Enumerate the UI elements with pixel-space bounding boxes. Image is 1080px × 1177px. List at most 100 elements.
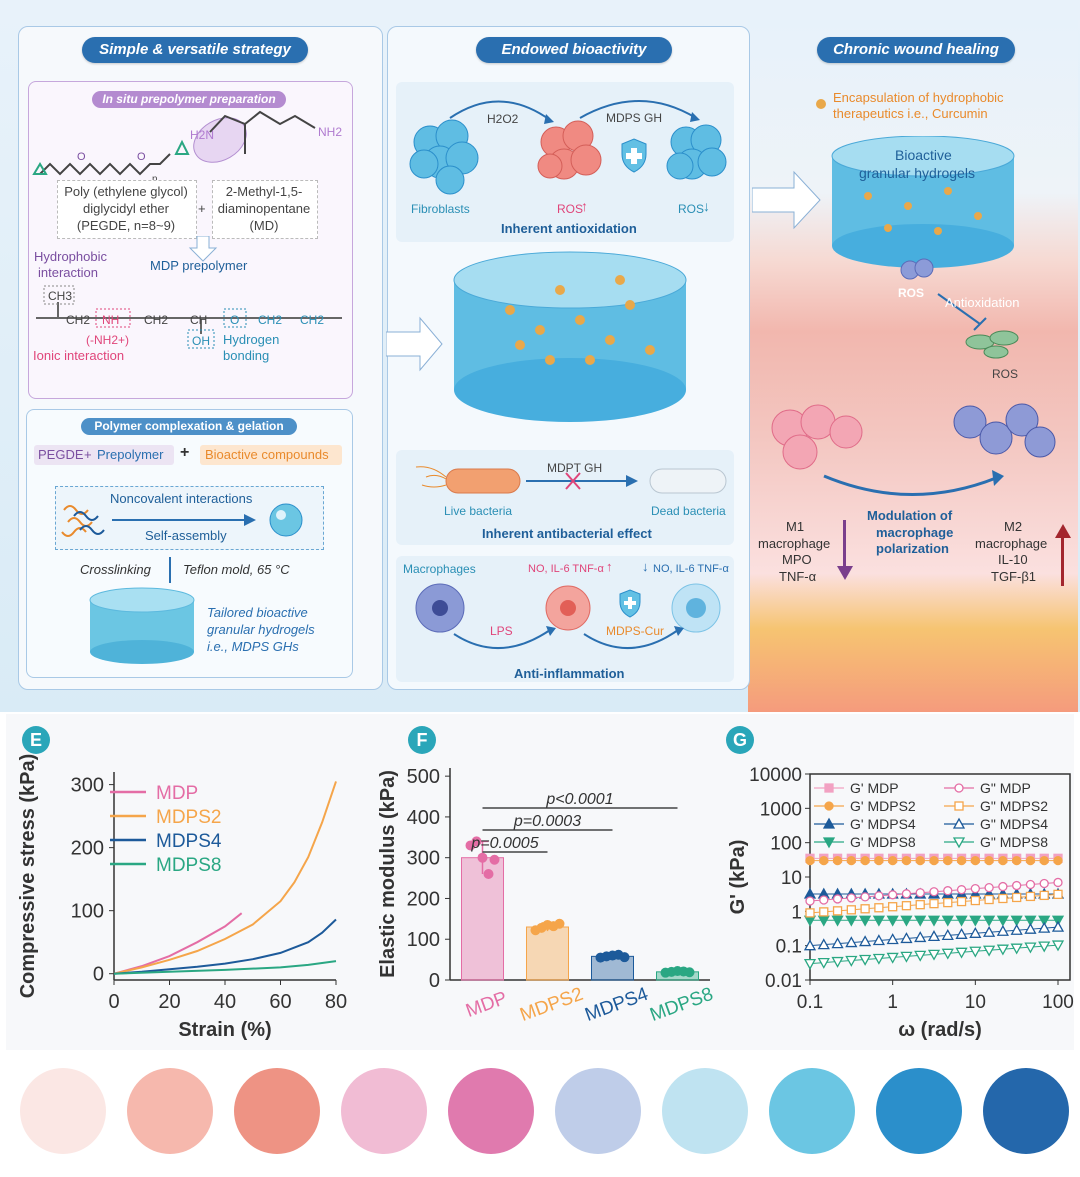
series-marker <box>819 855 829 866</box>
x-tick-label: 0.1 <box>797 992 823 1013</box>
polymer-chain: CH3 CH2 NH CH2 CH OH O CH2 CH2 (-NH2+) <box>36 285 342 349</box>
series-marker <box>874 891 884 901</box>
md-label-1: 2-Methyl-1,5- <box>225 184 303 199</box>
m1-label-3: MPO <box>782 552 812 567</box>
series-marker <box>996 915 1009 927</box>
series-marker <box>1053 889 1063 900</box>
series-marker <box>832 906 843 916</box>
y-tick-label: 100 <box>71 901 104 923</box>
pegde-prepolymer-chip <box>34 445 174 465</box>
series-marker <box>955 947 968 959</box>
nh-label: NH <box>102 313 119 327</box>
ch-label: CH <box>190 313 207 327</box>
series-marker <box>803 915 817 927</box>
y-tick-label: 0 <box>429 970 440 992</box>
y-tick-label: 0.1 <box>776 937 802 958</box>
crosslinking-label: Crosslinking <box>80 562 151 577</box>
series-marker <box>943 855 953 866</box>
oh-label: OH <box>192 334 210 348</box>
mdps-cur-label: MDPS-Cur <box>606 624 665 638</box>
series-marker <box>1025 879 1036 890</box>
series-marker <box>941 915 954 927</box>
pegde-structure: O O n H2N NH2 <box>32 110 342 185</box>
x-tick-label-mdp: MDP <box>463 988 510 1022</box>
x-axis-label: Strain (%) <box>178 1019 271 1041</box>
m2-up-arrowhead <box>1055 524 1071 538</box>
antiinflam-illustration <box>415 583 721 650</box>
legend-label: G" MDPS2 <box>980 798 1048 814</box>
ros-cells <box>900 258 1019 359</box>
series-marker <box>984 855 994 866</box>
no-up-label: NO, IL-6 TNF-α <box>528 563 604 575</box>
pegde-label-1: Poly (ethylene glycol) <box>64 184 188 199</box>
ch2-label-c: CH2 <box>258 313 282 327</box>
legend-label: G" MDP <box>980 780 1031 796</box>
series-marker <box>996 924 1009 936</box>
big-arrow-2-icon <box>752 170 821 230</box>
bar-mdp <box>461 857 504 981</box>
legend-label: G" MDPS4 <box>980 816 1048 832</box>
series-marker <box>845 955 858 967</box>
n-subscript: n <box>152 174 158 185</box>
y-tick-label: 300 <box>71 775 104 797</box>
series-marker <box>1010 943 1023 955</box>
series-marker <box>927 930 941 942</box>
plus-sign-2: + <box>180 444 190 461</box>
ros-up-label: ROS <box>557 202 584 216</box>
series-marker <box>805 896 815 906</box>
m2-label-2: macrophage <box>975 536 1048 551</box>
series-marker <box>929 898 939 909</box>
ros-label-right: ROS <box>898 286 925 300</box>
series-marker <box>914 915 927 927</box>
series-marker <box>998 855 1008 866</box>
series-marker <box>1039 855 1049 866</box>
x-tick-label: 80 <box>325 991 347 1013</box>
o-label: O <box>230 313 239 327</box>
series-marker <box>860 855 870 866</box>
series-marker <box>886 952 899 964</box>
tailored-label-1: Tailored bioactive <box>207 605 308 620</box>
bar-mdps2 <box>526 926 569 981</box>
x-tick-label: 40 <box>214 991 236 1013</box>
series-marker <box>941 948 954 960</box>
big-arrow-1-icon <box>386 316 443 372</box>
series-marker <box>1039 878 1049 889</box>
legend-marker <box>824 783 834 793</box>
pegde-label-3: (PEGDE, n=8~9) <box>76 218 176 233</box>
y-axis-label: Compressive stress (kPa) <box>17 754 39 999</box>
pegde-chip-label: PEGDE <box>38 447 84 462</box>
series-marker <box>1039 890 1049 901</box>
series-marker <box>846 855 856 866</box>
x-tick-label: 20 <box>158 991 180 1013</box>
prepolymer-chip-label: Prepolymer <box>97 447 164 462</box>
hydrogel-cylinder-large <box>453 251 687 422</box>
y-tick-label: 10 <box>781 868 802 889</box>
series-marker <box>860 904 870 914</box>
tailored-label-3: i.e., MDPS GHs <box>207 639 299 654</box>
series-marker <box>915 888 925 898</box>
chart-e: E 0 100 200 300 0 20 40 60 80 Strain (%) Compressiv… <box>17 726 347 1041</box>
lps-label: LPS <box>490 624 513 638</box>
color-swatch <box>662 1068 748 1154</box>
data-point-mdp <box>489 854 500 865</box>
legend-label: G' MDPS2 <box>850 798 916 814</box>
series-marker <box>832 855 843 866</box>
m1-down-arrow <box>843 520 846 572</box>
mdp-prepolymer-label: MDP prepolymer <box>150 258 248 273</box>
series-marker <box>859 954 872 966</box>
antiinflam-label: Anti-inflammation <box>514 666 625 681</box>
prep-box <box>28 81 353 399</box>
significance-label: p<0.0001 <box>545 791 613 808</box>
legend-marker <box>952 817 966 829</box>
legend-label-mdp: MDP <box>156 783 198 804</box>
series-marker <box>1010 923 1023 935</box>
y-tick-label: 200 <box>71 838 104 860</box>
charts-background <box>6 714 1074 1050</box>
significance-label: p=0.0005 <box>470 835 538 852</box>
series-marker <box>832 894 843 904</box>
dead-bacteria-label: Dead bacteria <box>651 504 726 518</box>
legend-label-mdps4: MDPS4 <box>156 831 222 852</box>
x-tick-label-mdps8: MDPS8 <box>647 984 716 1026</box>
series-marker <box>872 934 885 946</box>
color-swatch <box>983 1068 1069 1154</box>
